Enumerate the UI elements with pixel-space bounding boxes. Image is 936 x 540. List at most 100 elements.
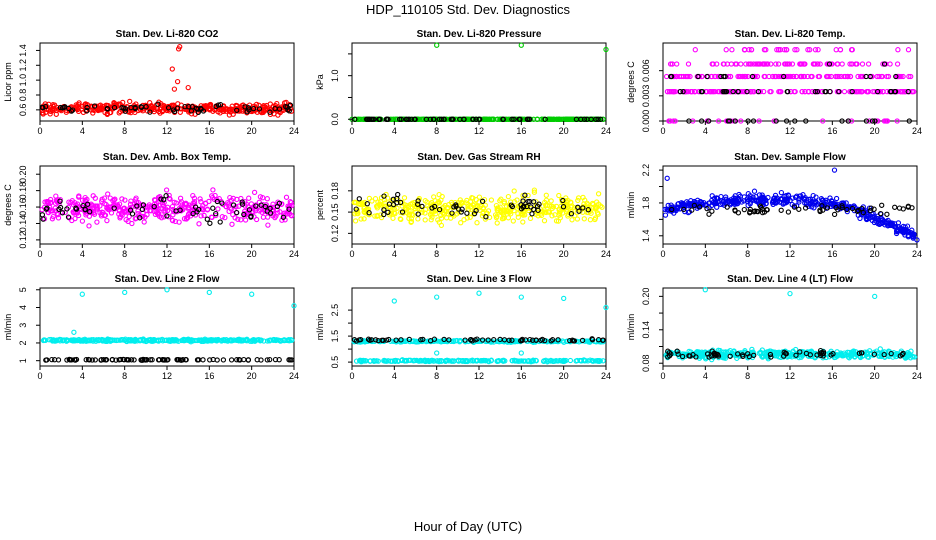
data-point (44, 198, 50, 205)
data-point (486, 116, 492, 122)
data-point (217, 102, 224, 108)
data-point (285, 209, 292, 215)
data-point (392, 210, 398, 217)
data-point (361, 216, 367, 222)
data-point (177, 207, 183, 213)
data-point (158, 215, 165, 221)
data-point (198, 213, 204, 219)
data-point (75, 108, 82, 115)
data-point (434, 42, 440, 48)
data-point (908, 73, 914, 80)
y-tick-label: 2 (18, 340, 28, 345)
data-point (195, 106, 201, 112)
data-point (844, 208, 850, 215)
data-point (568, 211, 575, 217)
data-point (59, 105, 66, 111)
y-tick-label: 1 (18, 358, 28, 363)
data-point (669, 61, 675, 67)
data-point (776, 73, 782, 80)
x-tick-label: 12 (785, 249, 795, 259)
data-point (186, 202, 192, 208)
data-point (443, 116, 450, 122)
data-point (406, 116, 412, 122)
data-point (905, 47, 912, 53)
data-point (190, 200, 196, 206)
data-point (253, 216, 260, 223)
data-point (879, 202, 885, 208)
data-point (866, 205, 873, 211)
data-point (667, 88, 673, 95)
data-point (366, 210, 372, 216)
data-point (848, 118, 855, 124)
y-tick-label: 0.20 (641, 288, 651, 306)
data-point (280, 214, 287, 220)
x-tick-label: 24 (289, 126, 299, 136)
data-point (511, 188, 517, 194)
data-point (865, 61, 872, 67)
data-point (511, 116, 517, 122)
data-point (678, 73, 685, 80)
data-point (356, 196, 362, 202)
y-axis-label: kPa (315, 74, 325, 90)
data-point (685, 61, 692, 67)
data-point (892, 88, 899, 95)
data-point (428, 217, 434, 223)
data-point (226, 201, 232, 207)
data-point (147, 109, 153, 115)
data-point (670, 88, 676, 95)
data-point (872, 293, 878, 300)
data-point (40, 111, 46, 117)
data-point (352, 116, 358, 122)
data-point (220, 357, 227, 363)
data-point (174, 78, 181, 85)
data-point (595, 191, 602, 197)
data-point (741, 73, 748, 80)
data-point (126, 213, 132, 220)
x-tick-label: 8 (122, 371, 127, 381)
data-point (206, 289, 212, 296)
data-point (381, 193, 387, 199)
data-point (735, 88, 741, 95)
data-point (880, 88, 886, 95)
data-point (47, 111, 53, 117)
data-point (494, 220, 500, 226)
x-tick-label: 8 (434, 126, 439, 136)
y-tick-label: 1.0 (330, 69, 340, 82)
data-point (39, 212, 46, 218)
data-point (520, 219, 526, 225)
data-point (467, 204, 474, 210)
data-point (712, 73, 718, 80)
data-point (189, 104, 195, 110)
data-point (177, 109, 183, 115)
data-point (397, 216, 403, 222)
data-point (499, 216, 506, 222)
data-point (574, 216, 581, 222)
data-point (74, 105, 80, 112)
data-point (894, 61, 901, 67)
data-point (430, 208, 436, 214)
data-point (265, 214, 271, 220)
data-point (84, 108, 90, 114)
x-tick-label: 4 (392, 249, 397, 259)
x-tick-label: 8 (122, 126, 127, 136)
data-point (522, 192, 528, 198)
data-point (741, 88, 748, 95)
data-point (111, 205, 117, 211)
x-tick-label: 4 (80, 371, 85, 381)
data-point (699, 88, 706, 95)
data-point (518, 350, 524, 356)
data-point (441, 116, 447, 122)
data-point (249, 291, 255, 297)
data-point (234, 209, 240, 216)
data-point (668, 73, 674, 80)
data-point (581, 116, 588, 122)
data-point (264, 208, 270, 214)
data-point (715, 73, 721, 80)
data-point (875, 118, 881, 124)
chart-title: Stan. Dev. Amb. Box Temp. (103, 152, 231, 163)
data-point (498, 196, 504, 202)
data-point (165, 105, 172, 111)
data-point (214, 198, 220, 205)
data-point (239, 201, 246, 207)
data-point (265, 222, 271, 228)
